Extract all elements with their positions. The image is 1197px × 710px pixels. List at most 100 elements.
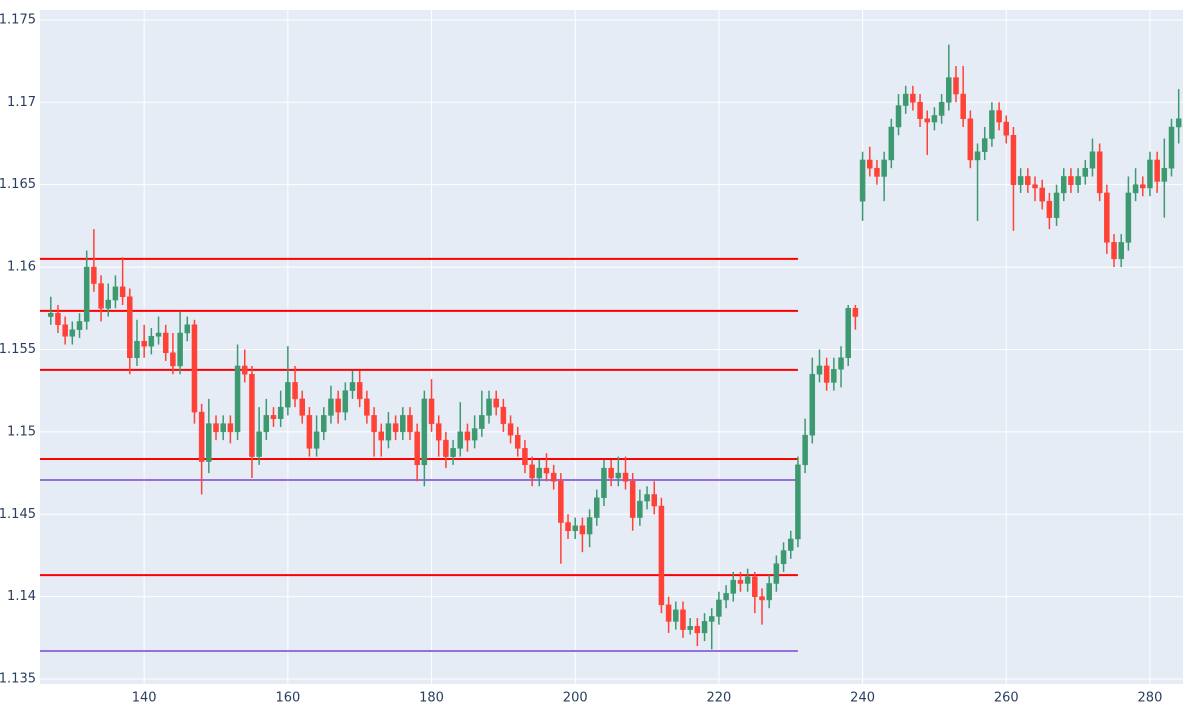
plot-area	[40, 10, 1183, 684]
candle-body	[349, 382, 356, 391]
candle-body	[931, 115, 938, 123]
candle-body	[421, 398, 428, 466]
candle-body	[622, 472, 629, 482]
candle-body	[234, 365, 241, 433]
candle-body	[701, 621, 708, 634]
candle-body	[974, 151, 981, 161]
candle-body	[392, 423, 399, 433]
candle-body	[680, 609, 686, 630]
candle-body	[723, 593, 729, 601]
candle-body	[601, 467, 607, 499]
candle-body	[241, 365, 248, 375]
y-tick-label: 1.175	[0, 12, 36, 27]
candle-body	[565, 522, 571, 531]
x-tick-label: 240	[850, 691, 875, 706]
candle-body	[759, 596, 765, 601]
candle-body	[486, 398, 492, 416]
candle-body	[170, 352, 176, 367]
candle-body	[277, 406, 284, 419]
candle-body	[558, 481, 564, 523]
candle-body	[76, 321, 83, 330]
x-tick-label: 140	[132, 691, 157, 706]
x-tick-label: 260	[994, 691, 1019, 706]
candle-body	[730, 579, 737, 594]
candle-body	[155, 332, 162, 337]
candle-body	[1010, 134, 1017, 185]
candle-body	[507, 423, 514, 436]
candle-body	[536, 467, 543, 479]
candle-body	[1161, 167, 1168, 182]
candle-body	[895, 105, 902, 128]
candle-body	[816, 365, 823, 375]
candle-body	[1039, 187, 1045, 202]
candle-body	[371, 415, 377, 433]
candle-body	[550, 472, 557, 482]
candle-body	[299, 398, 305, 416]
candle-body	[953, 77, 959, 95]
candle-body	[658, 505, 665, 606]
candle-body	[500, 406, 507, 424]
candle-body	[716, 599, 722, 617]
candle-body	[867, 159, 873, 169]
candle-body	[780, 550, 787, 564]
candle-body	[62, 324, 68, 337]
candle-body	[744, 576, 751, 584]
y-tick-label: 1.14	[7, 589, 36, 604]
candle-body	[1053, 192, 1060, 218]
candle-body	[752, 576, 758, 597]
candle-body	[98, 283, 104, 309]
candle-body	[946, 77, 952, 103]
candle-body	[141, 340, 147, 347]
candle-body	[579, 525, 586, 535]
candle-body	[795, 464, 801, 540]
candle-body	[902, 93, 909, 106]
candle-body	[83, 266, 90, 322]
candle-body	[213, 423, 219, 433]
candle-body	[594, 497, 600, 518]
candle-body	[428, 398, 435, 424]
candle-body	[665, 604, 672, 622]
candle-body	[177, 332, 183, 367]
y-tick-label: 1.16	[7, 260, 36, 275]
candle-body	[960, 93, 966, 120]
candle-body	[529, 464, 535, 479]
candle-body	[493, 398, 499, 408]
candle-body	[400, 415, 406, 433]
candle-body	[874, 167, 880, 177]
candle-body	[414, 431, 420, 466]
candle-body	[1046, 200, 1053, 218]
candle-body	[859, 159, 866, 202]
candle-body	[306, 415, 313, 449]
candle-body	[802, 434, 808, 466]
candle-body	[996, 110, 1002, 123]
candle-body	[687, 626, 693, 630]
candle-body	[1140, 184, 1146, 189]
candle-body	[313, 431, 320, 449]
candle-body	[823, 365, 830, 383]
y-tick-label: 1.155	[0, 342, 36, 357]
candle-body	[522, 448, 528, 466]
candle-body	[809, 373, 816, 436]
candle-body	[673, 609, 679, 622]
candle-body	[1060, 176, 1067, 194]
candle-body	[263, 415, 270, 433]
candle-body	[1125, 192, 1132, 243]
candle-body	[737, 579, 744, 584]
candle-body	[127, 296, 133, 358]
candle-body	[1118, 242, 1124, 260]
candle-body	[134, 340, 140, 358]
candle-body	[651, 494, 657, 507]
candle-body	[220, 423, 226, 433]
candle-body	[766, 583, 772, 601]
candle-body	[967, 118, 974, 161]
candle-body	[888, 126, 895, 161]
candle-body	[479, 415, 485, 429]
candle-body	[615, 472, 622, 479]
candle-body	[1147, 159, 1153, 189]
candle-body	[471, 428, 478, 441]
candle-body	[55, 312, 61, 326]
candle-body	[105, 299, 111, 309]
candle-body	[845, 308, 851, 358]
